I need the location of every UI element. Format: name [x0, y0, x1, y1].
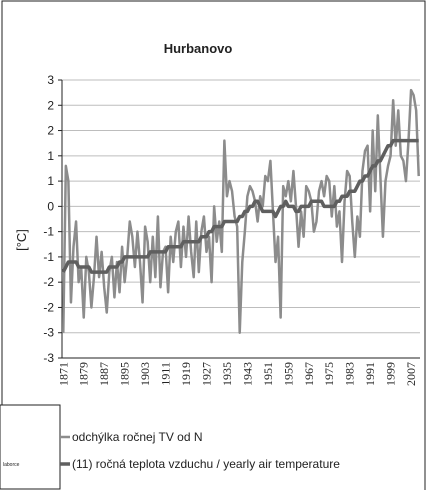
- x-tick-label: 1983: [343, 362, 357, 386]
- y-tick-label: 0: [47, 199, 54, 213]
- legend-label: odchýlka ročnej TV od N: [72, 430, 203, 444]
- legend-label: (11) ročná teplota vzduchu / yearly air …: [72, 457, 340, 471]
- x-tick-label: 1967: [302, 362, 316, 386]
- x-tick-label: 1991: [363, 362, 377, 386]
- x-tick-label: 1887: [97, 362, 111, 386]
- x-tick-label: 1911: [159, 362, 173, 386]
- y-tick-label: 2: [47, 98, 54, 112]
- x-tick-label: 1943: [240, 362, 254, 386]
- y-tick-label: 1: [47, 174, 54, 188]
- legend-box: [0, 404, 61, 490]
- x-tick-label: 1919: [179, 362, 193, 386]
- x-tick-label: 1879: [77, 362, 91, 386]
- x-tick-label: 2007: [404, 362, 418, 386]
- y-axis-label: [°C]: [14, 229, 29, 251]
- y-tick-label: -3: [43, 326, 54, 340]
- y-tick-label: -3: [43, 351, 54, 365]
- legend-fragment: laborce: [3, 462, 20, 468]
- y-tick-label: -1: [43, 250, 54, 264]
- x-tick-label: 1935: [220, 362, 234, 386]
- x-tick-label: 1927: [199, 362, 213, 386]
- y-tick-label: 1: [47, 149, 54, 163]
- x-tick-label: 1871: [56, 362, 70, 386]
- y-tick-label: -1: [43, 225, 54, 239]
- x-tick-label: 1951: [261, 362, 275, 386]
- y-tick-label: 3: [47, 73, 54, 87]
- series-line: [61, 138, 419, 274]
- x-tick-label: 1895: [118, 362, 132, 386]
- chart-title: Hurbanovo: [164, 41, 233, 56]
- y-tick-label: -2: [43, 300, 54, 314]
- series-line: [62, 88, 420, 334]
- y-tick-label: 2: [47, 124, 54, 138]
- x-tick-label: 1999: [384, 362, 398, 386]
- x-tick-label: 1903: [138, 362, 152, 386]
- x-tick-label: 1959: [281, 362, 295, 386]
- x-tick-label: 1975: [322, 362, 336, 386]
- y-tick-label: -2: [43, 275, 54, 289]
